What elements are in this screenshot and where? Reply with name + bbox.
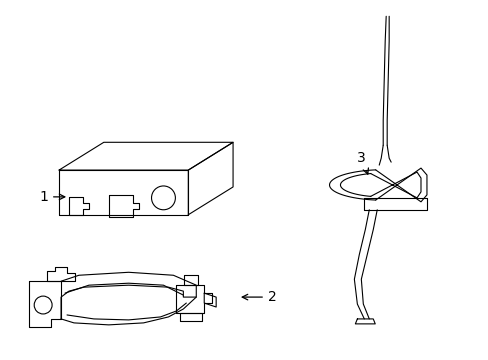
Text: 1: 1 [39,190,65,204]
Text: 2: 2 [242,290,276,304]
Text: 3: 3 [357,151,367,174]
